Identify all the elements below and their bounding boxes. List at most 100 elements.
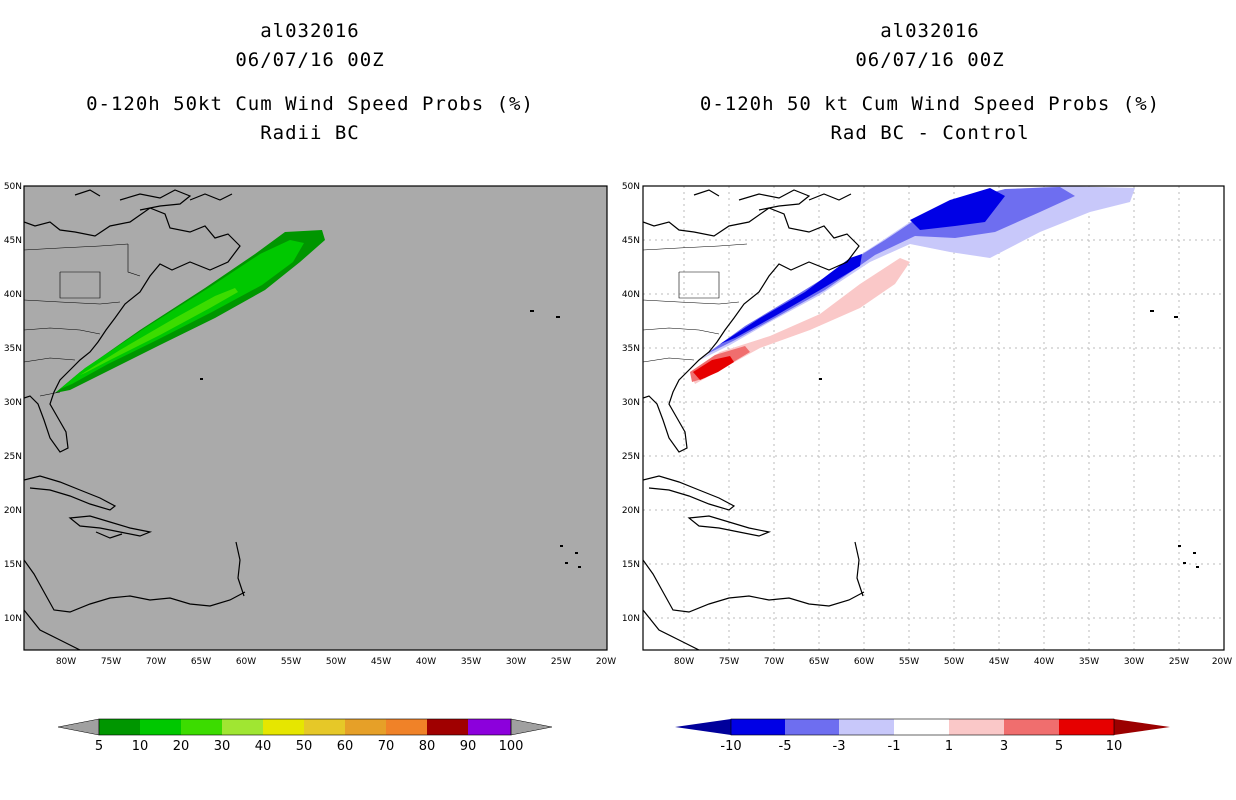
- lon-label: 25W: [551, 657, 571, 667]
- lon-label: 60W: [236, 657, 256, 667]
- lat-label: 20N: [4, 506, 22, 516]
- left-panel-title-block: al032016 06/07/16 00Z 0-120h 50kt Cum Wi…: [20, 17, 600, 148]
- left-storm-id: al032016: [260, 20, 360, 42]
- lon-label: 75W: [101, 657, 121, 667]
- right-lon-axis: 80W 75W 70W 65W 60W 55W 50W 45W 40W 35W …: [674, 657, 1232, 667]
- right-subtitle: Rad BC - Control: [830, 122, 1030, 144]
- lon-label: 50W: [326, 657, 346, 667]
- right-map-frame: [642, 185, 1225, 651]
- left-lon-axis: 80W 75W 70W 65W 60W 55W 50W 45W 40W 35W …: [56, 657, 616, 667]
- left-colorbar-low-arrow: [57, 718, 100, 736]
- right-colorbar-label: -1: [888, 739, 901, 754]
- lon-label: 35W: [1079, 657, 1099, 667]
- lat-label: 50N: [4, 182, 22, 192]
- left-map-panel: [23, 185, 608, 651]
- lon-label: 75W: [719, 657, 739, 667]
- lon-label: 20W: [596, 657, 616, 667]
- left-colorbar-swatch: [222, 719, 263, 735]
- lon-label: 60W: [854, 657, 874, 667]
- lat-label: 15N: [622, 560, 640, 570]
- left-colorbar-swatch: [427, 719, 468, 735]
- left-colorbar: 5 10 20 30 40 50 60 70 80 90 100: [57, 718, 553, 754]
- lon-label: 55W: [899, 657, 919, 667]
- lat-label: 40N: [622, 290, 640, 300]
- left-colorbar-label: 50: [296, 739, 313, 754]
- left-colorbar-swatch: [140, 719, 181, 735]
- lat-label: 35N: [622, 344, 640, 354]
- lon-label: 70W: [146, 657, 166, 667]
- right-datetime: 06/07/16 00Z: [855, 49, 1005, 71]
- right-colorbar-label: 10: [1106, 739, 1123, 754]
- lon-label: 40W: [416, 657, 436, 667]
- right-colorbar-high-arrow: [1114, 719, 1170, 735]
- lat-label: 35N: [4, 344, 22, 354]
- left-title: 0-120h 50kt Cum Wind Speed Probs (%): [86, 93, 534, 115]
- right-colorbar-label: -3: [833, 739, 846, 754]
- lon-label: 55W: [281, 657, 301, 667]
- left-colorbar-label: 10: [132, 739, 149, 754]
- right-colorbar-swatch: [731, 719, 785, 735]
- left-coastlines: [24, 189, 246, 650]
- lat-label: 25N: [622, 452, 640, 462]
- right-colorbar-swatch: [1059, 719, 1114, 735]
- lon-label: 25W: [1169, 657, 1189, 667]
- lon-label: 40W: [1034, 657, 1054, 667]
- left-subtitle: Radii BC: [260, 122, 360, 144]
- lon-label: 35W: [461, 657, 481, 667]
- lon-label: 70W: [764, 657, 784, 667]
- right-colorbar-swatch: [1004, 719, 1059, 735]
- lon-label: 65W: [191, 657, 211, 667]
- lon-label: 45W: [989, 657, 1009, 667]
- right-diff-pos-5: [693, 356, 734, 380]
- right-lat-axis: 50N 45N 40N 35N 30N 25N 20N 15N 10N: [622, 182, 640, 624]
- right-coastlines: [643, 189, 865, 650]
- right-state-borders: [643, 243, 748, 363]
- right-colorbar-label: 3: [1000, 739, 1008, 754]
- right-colorbar: -10 -5 -3 -1 1 3 5 10: [675, 718, 1170, 754]
- lon-label: 30W: [506, 657, 526, 667]
- right-colorbar-label: 1: [945, 739, 953, 754]
- lon-label: 50W: [944, 657, 964, 667]
- right-colorbar-swatch: [949, 719, 1004, 735]
- left-prob-swath-20: [80, 288, 238, 375]
- lat-label: 15N: [4, 560, 22, 570]
- lon-label: 30W: [1124, 657, 1144, 667]
- lon-label: 45W: [371, 657, 391, 667]
- left-map-background: [24, 186, 607, 650]
- right-diff-neg-1: [700, 186, 1135, 360]
- left-colorbar-swatch: [304, 719, 345, 735]
- lat-label: 50N: [622, 182, 640, 192]
- lon-label: 80W: [674, 657, 694, 667]
- right-colorbar-label: 5: [1055, 739, 1063, 754]
- right-colorbar-label: -5: [779, 739, 792, 754]
- left-state-borders: [24, 243, 141, 397]
- right-colorbar-label: -10: [720, 739, 741, 754]
- lat-label: 25N: [4, 452, 22, 462]
- left-colorbar-label: 30: [214, 739, 231, 754]
- left-colorbar-label: 60: [337, 739, 354, 754]
- right-colorbar-low-arrow: [675, 719, 731, 735]
- left-colorbar-label: 90: [460, 739, 477, 754]
- right-colorbar-swatch: [785, 719, 839, 735]
- right-colorbar-swatch: [894, 719, 949, 735]
- lat-label: 20N: [622, 506, 640, 516]
- left-colorbar-swatch: [345, 719, 386, 735]
- right-colorbar-swatch: [839, 719, 894, 735]
- left-colorbar-swatch: [181, 719, 222, 735]
- left-colorbar-label: 70: [378, 739, 395, 754]
- left-islands: [200, 310, 581, 568]
- right-storm-id: al032016: [880, 20, 980, 42]
- left-colorbar-swatch: [99, 719, 140, 735]
- left-colorbar-swatch: [468, 719, 511, 735]
- lat-label: 45N: [4, 236, 22, 246]
- left-colorbar-label: 20: [173, 739, 190, 754]
- right-colorbar-border: [730, 718, 1115, 736]
- right-islands: [819, 310, 1199, 568]
- lat-label: 30N: [4, 398, 22, 408]
- right-diff-neg-3: [705, 187, 1075, 355]
- left-colorbar-label: 80: [419, 739, 436, 754]
- right-diff-neg-5: [720, 188, 1005, 344]
- left-colorbar-high-arrow: [510, 718, 553, 736]
- lon-label: 65W: [809, 657, 829, 667]
- lat-label: 40N: [4, 290, 22, 300]
